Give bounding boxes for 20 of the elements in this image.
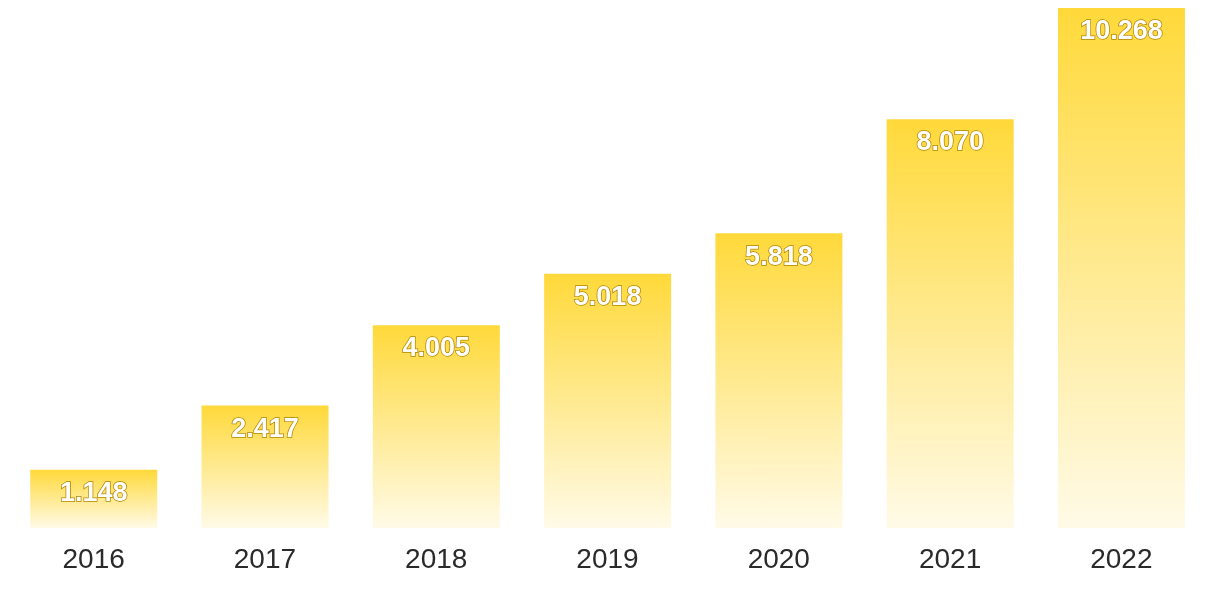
bar [544,273,672,528]
data-label: 5.818 [745,240,813,271]
x-tick-label: 2020 [747,542,810,574]
data-label: 8.070 [916,126,984,157]
x-tick-label: 2017 [233,542,297,574]
data-label: 5.018 [573,281,642,312]
bar [372,325,500,528]
data-label: 2.417 [231,412,299,443]
x-tick-label: 2022 [1090,542,1153,574]
x-tick-label: 2019 [576,542,639,574]
x-tick-label: 2018 [405,542,468,574]
bar [201,405,329,528]
bar [715,233,843,528]
data-label: 1.148 [59,477,128,508]
x-tick-label: 2016 [62,542,125,574]
bar [1057,8,1185,528]
data-label: 4.005 [402,332,471,363]
data-label: 10.268 [1080,15,1163,46]
x-tick-label: 2021 [918,542,982,574]
bar [886,119,1014,528]
